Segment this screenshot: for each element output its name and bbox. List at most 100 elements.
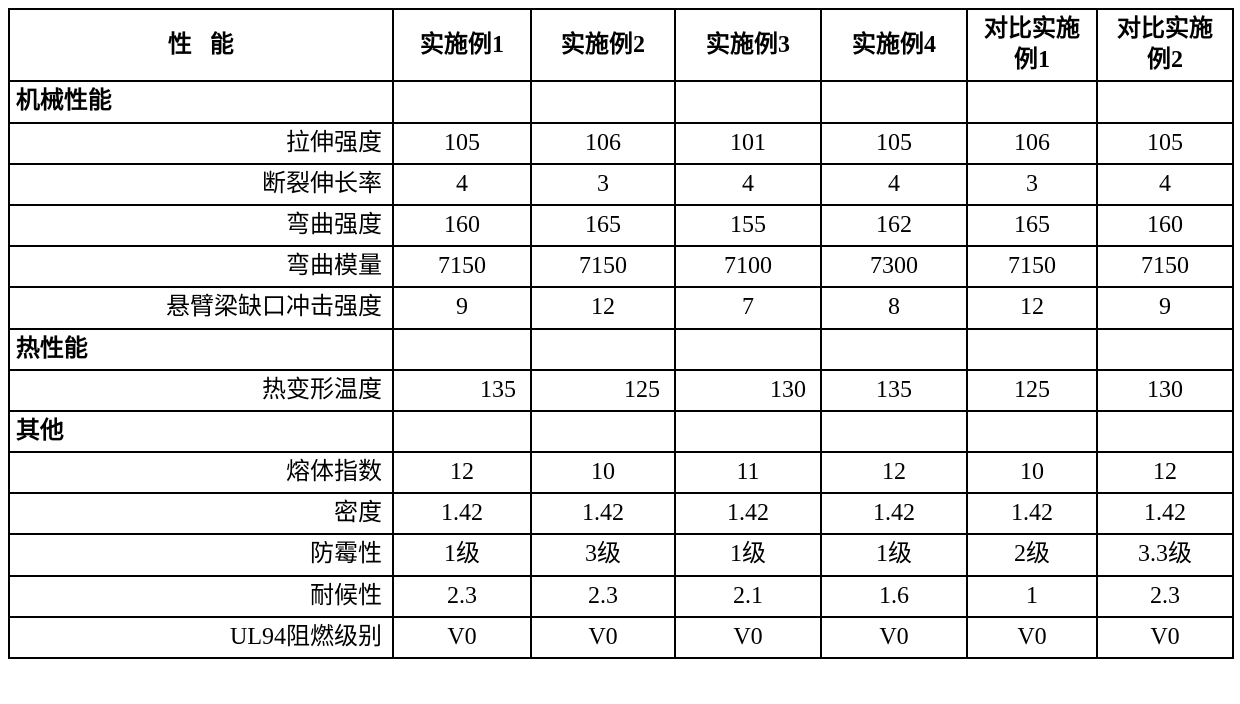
- empty-cell: [821, 329, 967, 370]
- empty-cell: [393, 81, 531, 122]
- cell: 4: [393, 164, 531, 205]
- cell: 11: [675, 452, 821, 493]
- empty-cell: [967, 411, 1097, 452]
- cell: 4: [821, 164, 967, 205]
- col-header-ex4: 实施例4: [821, 9, 967, 81]
- cell: 1.42: [821, 493, 967, 534]
- cell: 2.3: [531, 576, 675, 617]
- empty-cell: [821, 81, 967, 122]
- cell: 101: [675, 123, 821, 164]
- col-header-cmp1: 对比实施例1: [967, 9, 1097, 81]
- cell: 1级: [675, 534, 821, 575]
- cell: 7100: [675, 246, 821, 287]
- section-title: 其他: [9, 411, 393, 452]
- row-label: 断裂伸长率: [9, 164, 393, 205]
- cell: 135: [821, 370, 967, 411]
- row-label: 弯曲强度: [9, 205, 393, 246]
- cell: 3: [967, 164, 1097, 205]
- cell: 4: [1097, 164, 1233, 205]
- cell: 7150: [531, 246, 675, 287]
- cell: 2级: [967, 534, 1097, 575]
- cell: 7150: [393, 246, 531, 287]
- cell: 1级: [821, 534, 967, 575]
- data-row: 熔体指数 12 10 11 12 10 12: [9, 452, 1233, 493]
- cell: 130: [675, 370, 821, 411]
- row-label: 热变形温度: [9, 370, 393, 411]
- col-header-ex2: 实施例2: [531, 9, 675, 81]
- cell: 1.42: [967, 493, 1097, 534]
- cell: 9: [393, 287, 531, 328]
- cell: 10: [967, 452, 1097, 493]
- data-row: 密度 1.42 1.42 1.42 1.42 1.42 1.42: [9, 493, 1233, 534]
- cell: V0: [967, 617, 1097, 658]
- cell: 105: [393, 123, 531, 164]
- cell: 10: [531, 452, 675, 493]
- cell: 12: [393, 452, 531, 493]
- empty-cell: [1097, 329, 1233, 370]
- empty-cell: [531, 329, 675, 370]
- data-row: 断裂伸长率 4 3 4 4 3 4: [9, 164, 1233, 205]
- cell: 162: [821, 205, 967, 246]
- empty-cell: [393, 329, 531, 370]
- cell: 105: [1097, 123, 1233, 164]
- cell: 3.3级: [1097, 534, 1233, 575]
- col-header-cmp2: 对比实施例2: [1097, 9, 1233, 81]
- cell: 155: [675, 205, 821, 246]
- row-label: 悬臂梁缺口冲击强度: [9, 287, 393, 328]
- cell: 7150: [967, 246, 1097, 287]
- cell: 160: [1097, 205, 1233, 246]
- cell: 165: [967, 205, 1097, 246]
- cell: 2.1: [675, 576, 821, 617]
- cell: 1: [967, 576, 1097, 617]
- empty-cell: [531, 411, 675, 452]
- empty-cell: [821, 411, 967, 452]
- cell: 7300: [821, 246, 967, 287]
- cell: 3级: [531, 534, 675, 575]
- cell: 4: [675, 164, 821, 205]
- empty-cell: [393, 411, 531, 452]
- table-header-row: 性能 实施例1 实施例2 实施例3 实施例4 对比实施例1 对比实施例2: [9, 9, 1233, 81]
- row-label: UL94阻燃级别: [9, 617, 393, 658]
- section-row: 其他: [9, 411, 1233, 452]
- data-row: 拉伸强度 105 106 101 105 106 105: [9, 123, 1233, 164]
- cell: 3: [531, 164, 675, 205]
- cell: 12: [821, 452, 967, 493]
- cell: 165: [531, 205, 675, 246]
- cell: 135: [393, 370, 531, 411]
- cell: 1级: [393, 534, 531, 575]
- cell: 12: [531, 287, 675, 328]
- cell: 125: [531, 370, 675, 411]
- data-row: 弯曲模量 7150 7150 7100 7300 7150 7150: [9, 246, 1233, 287]
- data-row: UL94阻燃级别 V0 V0 V0 V0 V0 V0: [9, 617, 1233, 658]
- data-row: 悬臂梁缺口冲击强度 9 12 7 8 12 9: [9, 287, 1233, 328]
- row-label: 防霉性: [9, 534, 393, 575]
- data-row: 防霉性 1级 3级 1级 1级 2级 3.3级: [9, 534, 1233, 575]
- cell: 8: [821, 287, 967, 328]
- cell: 105: [821, 123, 967, 164]
- row-label: 密度: [9, 493, 393, 534]
- cell: 1.6: [821, 576, 967, 617]
- table-body: 机械性能 拉伸强度 105 106 101 105 106 105 断裂伸长率 …: [9, 81, 1233, 658]
- empty-cell: [967, 329, 1097, 370]
- cell: 130: [1097, 370, 1233, 411]
- empty-cell: [967, 81, 1097, 122]
- row-label: 耐候性: [9, 576, 393, 617]
- cell: 106: [967, 123, 1097, 164]
- cell: 106: [531, 123, 675, 164]
- cell: V0: [675, 617, 821, 658]
- cell: 7150: [1097, 246, 1233, 287]
- cell: V0: [821, 617, 967, 658]
- cell: 1.42: [1097, 493, 1233, 534]
- cell: 12: [1097, 452, 1233, 493]
- section-row: 热性能: [9, 329, 1233, 370]
- empty-cell: [675, 411, 821, 452]
- cell: V0: [531, 617, 675, 658]
- cell: 125: [967, 370, 1097, 411]
- section-title: 机械性能: [9, 81, 393, 122]
- col-header-ex1: 实施例1: [393, 9, 531, 81]
- cell: 1.42: [531, 493, 675, 534]
- empty-cell: [675, 81, 821, 122]
- row-label: 弯曲模量: [9, 246, 393, 287]
- empty-cell: [675, 329, 821, 370]
- col-header-ex3: 实施例3: [675, 9, 821, 81]
